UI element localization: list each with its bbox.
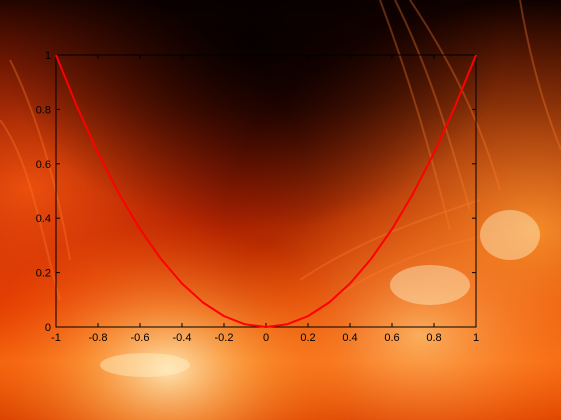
x-tick-label: 0 [263,332,269,344]
series-layer [55,54,477,328]
x-tick-label: 1 [473,332,479,344]
x-tick-label: -1 [51,332,61,344]
x-tick-label: -0.4 [173,332,192,344]
y-tick-label: 0.2 [36,268,51,280]
x-tick-label: -0.6 [131,332,150,344]
y-tick-label: 0 [45,322,51,334]
y-axis-ticks: 0 0.2 0.4 0.6 0.8 1 [36,50,476,334]
y-tick-label: 0.8 [36,104,51,116]
y-tick-label: 0.6 [36,159,51,171]
x-tick-label: 0.2 [300,332,315,344]
x-tick-label: 0.8 [426,332,441,344]
y-tick-label: 1 [45,50,51,62]
x-tick-label: -0.8 [89,332,108,344]
x-axis-ticks: -1 -0.8 -0.6 -0.4 -0.2 0 0.2 0.4 0.6 0.8 1 [51,55,479,344]
axes-box [55,54,477,328]
x-tick-label: -0.2 [215,332,234,344]
y-tick-label: 0.4 [36,213,51,225]
x-tick-label: 0.4 [342,332,357,344]
series-line [55,54,477,328]
x-tick-label: 0.6 [384,332,399,344]
